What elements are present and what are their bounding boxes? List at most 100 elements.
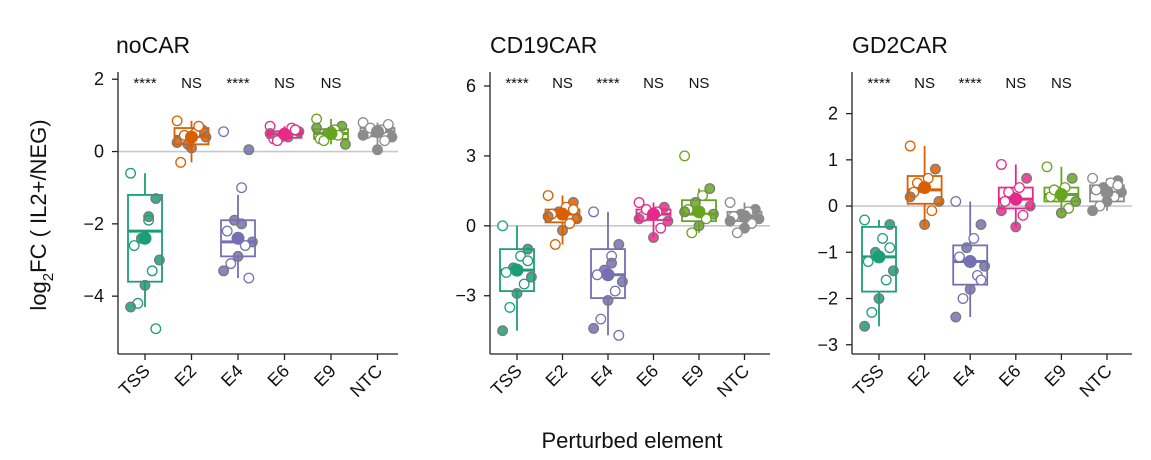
data-point — [697, 190, 709, 201]
data-point — [1066, 172, 1078, 184]
data-point — [232, 250, 244, 262]
data-point — [995, 205, 1007, 217]
data-point — [511, 287, 523, 299]
x-tick-label: E2 — [171, 361, 201, 391]
mean-marker — [1054, 188, 1068, 202]
mean-marker — [918, 181, 932, 195]
data-point — [595, 313, 607, 325]
data-point — [1090, 184, 1102, 196]
data-point — [1070, 195, 1082, 207]
data-point — [950, 195, 962, 207]
data-point — [975, 274, 987, 286]
data-point — [588, 206, 600, 218]
data-point — [225, 258, 237, 270]
data-point — [693, 220, 705, 232]
x-axis-label: Perturbed element — [542, 428, 723, 453]
x-tick-label: E9 — [310, 361, 340, 391]
data-point — [146, 265, 158, 277]
data-point — [379, 135, 391, 147]
y-tick-label: 2 — [828, 104, 838, 124]
y-tick-label: −3 — [455, 286, 476, 306]
data-point — [704, 183, 716, 194]
data-point — [128, 240, 140, 251]
mean-marker — [872, 250, 886, 264]
data-point — [904, 191, 916, 203]
data-point — [679, 206, 691, 218]
data-point — [880, 274, 892, 286]
x-tick-label: E6 — [995, 361, 1025, 391]
data-point — [497, 220, 509, 232]
data-point — [522, 255, 534, 267]
data-point — [999, 195, 1011, 207]
data-point — [700, 213, 712, 225]
data-point — [567, 204, 579, 215]
y-tick-label: 3 — [466, 146, 476, 166]
mean-marker — [231, 231, 245, 245]
data-point — [591, 269, 603, 281]
mean-marker — [510, 263, 524, 277]
significance-label: **** — [505, 75, 529, 92]
mean-marker — [185, 130, 198, 144]
x-tick-label: NTC — [1076, 361, 1116, 401]
data-point — [1021, 172, 1033, 184]
data-point — [609, 285, 621, 297]
data-point — [264, 128, 276, 139]
mean-marker — [692, 205, 706, 219]
data-point — [606, 257, 618, 269]
data-point — [613, 329, 625, 341]
data-point — [218, 265, 230, 277]
data-point — [221, 225, 233, 237]
data-point — [382, 118, 394, 130]
y-tick-label: 0 — [94, 142, 104, 162]
data-point — [919, 219, 931, 231]
data-point — [564, 218, 576, 229]
mean-marker — [963, 255, 977, 269]
data-point — [1087, 172, 1099, 184]
significance-label: **** — [596, 75, 620, 92]
data-point — [884, 242, 896, 254]
significance-label: NS — [1005, 75, 1026, 92]
svg-text:log2FC ( IL2+/NEG): log2FC ( IL2+/NEG) — [26, 119, 57, 310]
significance-label: NS — [321, 75, 342, 92]
significance-label: **** — [133, 75, 157, 92]
data-point — [171, 115, 183, 127]
x-tick-label: E4 — [217, 361, 247, 391]
data-point — [171, 137, 183, 148]
mean-marker — [647, 207, 660, 221]
data-point — [859, 214, 871, 226]
significance-label: **** — [959, 75, 983, 92]
mean-marker — [1009, 192, 1023, 206]
data-point — [1017, 209, 1029, 221]
panel-cd19car: CD19CAR 6 3 0 −3 TSS **** E2 NS E4 **** E6 NS E9 NS NTC — [455, 32, 770, 401]
mean-marker — [324, 126, 338, 140]
data-point — [125, 167, 137, 179]
data-point — [950, 311, 962, 323]
data-point — [125, 301, 137, 313]
y-tick-label: −1 — [817, 242, 838, 262]
data-point — [633, 197, 645, 208]
mean-marker — [738, 209, 751, 223]
data-point — [1041, 161, 1053, 173]
x-tick-label: E6 — [264, 361, 294, 391]
data-point — [318, 135, 330, 147]
data-point — [218, 126, 230, 138]
mean-marker — [371, 125, 384, 139]
data-point — [357, 129, 369, 141]
data-point — [243, 144, 255, 156]
data-point — [1010, 221, 1022, 233]
data-point — [1112, 179, 1124, 191]
data-point — [372, 144, 383, 156]
data-point — [866, 306, 878, 318]
data-point — [957, 293, 969, 304]
mean-marker — [601, 268, 615, 282]
data-point — [1087, 205, 1099, 217]
data-point — [525, 271, 537, 283]
data-point — [655, 222, 667, 234]
significance-label: NS — [181, 75, 202, 92]
data-point — [884, 219, 896, 231]
y-tick-label: 0 — [828, 196, 838, 216]
significance-label: NS — [552, 75, 573, 92]
box-iqr — [861, 225, 897, 293]
data-point — [873, 293, 885, 304]
